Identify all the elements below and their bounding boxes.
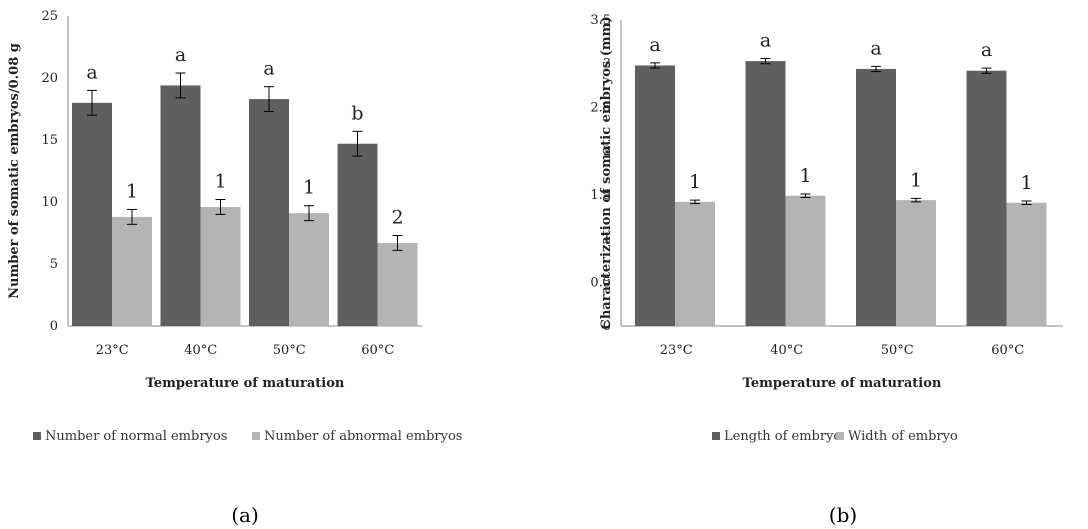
bar [745, 61, 786, 326]
legend-label: Length of embryo [724, 429, 841, 444]
panel-label: (b) [829, 503, 857, 527]
bar [160, 85, 201, 326]
bar [785, 195, 826, 326]
bar [896, 200, 936, 326]
y-tick-label: 25 [41, 9, 58, 24]
significance-label: a [760, 29, 771, 51]
bar [112, 216, 152, 326]
significance-label: a [86, 61, 97, 83]
significance-label: 1 [1020, 172, 1032, 194]
y-tick-label: 3.5 [590, 13, 611, 28]
y-tick-label: 20 [41, 71, 58, 86]
x-axis-label: Temperature of maturation [146, 376, 345, 391]
legend-swatch [836, 432, 844, 440]
legend-label: Number of abnormal embryos [264, 429, 462, 444]
bar [377, 242, 418, 326]
x-tick-label: 23°C [660, 343, 693, 358]
significance-label: 1 [303, 177, 315, 199]
significance-label: a [981, 39, 992, 61]
significance-label: a [649, 34, 660, 56]
y-axis-label: Number of somatic embryos/0.08 g [7, 43, 22, 299]
chart-panel-a: 0 5 10 15 20 25 Number of somatic embryos/0.08… [7, 9, 462, 527]
significance-label: a [870, 37, 881, 59]
x-tick-label: 60°C [991, 343, 1024, 358]
x-tick-label: 40°C [184, 343, 217, 358]
bar [1006, 202, 1047, 326]
x-axis-label: Temperature of maturation [743, 376, 942, 391]
x-tick-label: 23°C [96, 343, 129, 358]
bar [337, 143, 378, 326]
y-tick-label: 5 [50, 257, 58, 272]
y-tick-label: 1 [603, 232, 611, 247]
legend-label: Number of normal embryos [45, 429, 227, 444]
bar [675, 201, 715, 326]
significance-label: a [175, 44, 186, 66]
bar [200, 206, 241, 326]
y-tick-label: 1.5 [590, 188, 611, 203]
y-tick-label: 2 [603, 144, 611, 159]
y-tick-label: 2.5 [590, 100, 611, 115]
y-tick-label: 0 [50, 319, 58, 334]
y-axis-label: Characterization of somatic embryos (mm) [599, 16, 614, 329]
panel-label: (a) [231, 503, 259, 527]
y-tick-label: 3 [603, 57, 611, 72]
legend-swatch [33, 432, 41, 440]
y-tick-label: 10 [41, 195, 58, 210]
bar [635, 65, 675, 326]
legend-label: Width of embryo [848, 429, 958, 444]
y-tick-label: 0.5 [590, 275, 611, 290]
significance-label: 1 [126, 180, 138, 202]
x-tick-label: 60°C [361, 343, 394, 358]
bar [72, 102, 112, 326]
significance-label: 1 [214, 171, 226, 193]
significance-label: b [351, 102, 363, 124]
legend-swatch [252, 432, 260, 440]
x-tick-label: 50°C [881, 343, 914, 358]
x-tick-label: 50°C [273, 343, 306, 358]
y-tick-label: 15 [41, 133, 58, 148]
significance-label: 1 [689, 171, 701, 193]
bar [856, 68, 896, 327]
bar [966, 70, 1007, 326]
bar [289, 213, 329, 326]
legend-swatch [712, 432, 720, 440]
significance-label: 1 [910, 169, 922, 191]
significance-label: a [263, 58, 274, 80]
x-tick-label: 40°C [770, 343, 803, 358]
bar [249, 99, 289, 326]
significance-label: 1 [799, 165, 811, 187]
y-tick-label: 0 [603, 319, 611, 334]
significance-label: 2 [391, 206, 403, 228]
